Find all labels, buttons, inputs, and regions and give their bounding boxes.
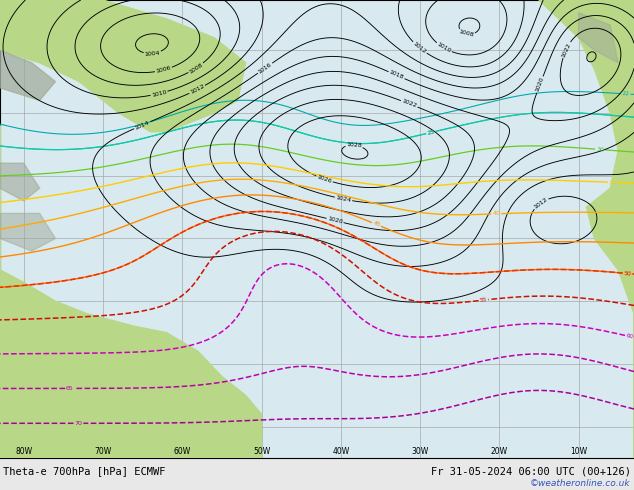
Polygon shape (0, 213, 56, 251)
Text: 80W: 80W (15, 447, 32, 456)
Text: 1018: 1018 (389, 70, 404, 80)
Text: 50W: 50W (253, 447, 270, 456)
Text: 1008: 1008 (458, 29, 475, 38)
Polygon shape (0, 125, 262, 458)
Text: 65: 65 (66, 386, 74, 391)
Text: 1012: 1012 (533, 196, 548, 210)
Polygon shape (0, 50, 56, 100)
Text: 1010: 1010 (436, 42, 452, 54)
Text: 1016: 1016 (257, 62, 273, 74)
Text: 1010: 1010 (151, 89, 167, 98)
Text: 1014: 1014 (134, 120, 150, 130)
Text: 25: 25 (427, 129, 436, 136)
Text: 40W: 40W (332, 447, 349, 456)
Text: Theta-e 700hPa [hPa] ECMWF: Theta-e 700hPa [hPa] ECMWF (3, 466, 165, 477)
Text: 1022: 1022 (401, 98, 417, 109)
Text: 60: 60 (625, 333, 634, 340)
Text: 40: 40 (492, 211, 500, 217)
Text: 50: 50 (624, 270, 631, 276)
Text: 1026: 1026 (316, 174, 333, 184)
Text: 30W: 30W (411, 447, 429, 456)
Polygon shape (579, 13, 618, 63)
Text: 1020: 1020 (327, 216, 343, 225)
Text: 25: 25 (427, 129, 436, 136)
Text: 35: 35 (609, 180, 617, 185)
Text: 70: 70 (75, 421, 82, 426)
Text: 60W: 60W (174, 447, 191, 456)
Text: 1012: 1012 (412, 41, 427, 55)
Text: 50: 50 (624, 270, 631, 276)
Polygon shape (539, 0, 634, 458)
Text: 10W: 10W (570, 447, 587, 456)
Text: 1008: 1008 (188, 62, 204, 74)
Text: 1004: 1004 (145, 50, 160, 56)
Polygon shape (0, 0, 246, 132)
Text: 22: 22 (621, 91, 630, 97)
Text: 1020: 1020 (535, 76, 545, 93)
Text: ©weatheronline.co.uk: ©weatheronline.co.uk (530, 479, 631, 489)
Text: 1006: 1006 (155, 66, 172, 74)
Text: 1012: 1012 (189, 84, 205, 95)
Text: 20W: 20W (491, 447, 508, 456)
Text: 55: 55 (479, 297, 488, 303)
Text: 1028: 1028 (346, 142, 362, 148)
Polygon shape (0, 163, 39, 201)
Text: Fr 31-05-2024 06:00 UTC (00+126): Fr 31-05-2024 06:00 UTC (00+126) (431, 466, 631, 477)
Text: 30: 30 (596, 147, 604, 152)
Text: 45: 45 (372, 220, 381, 228)
Text: 1022: 1022 (560, 42, 572, 58)
Text: 1024: 1024 (335, 195, 352, 203)
Text: 70W: 70W (94, 447, 112, 456)
